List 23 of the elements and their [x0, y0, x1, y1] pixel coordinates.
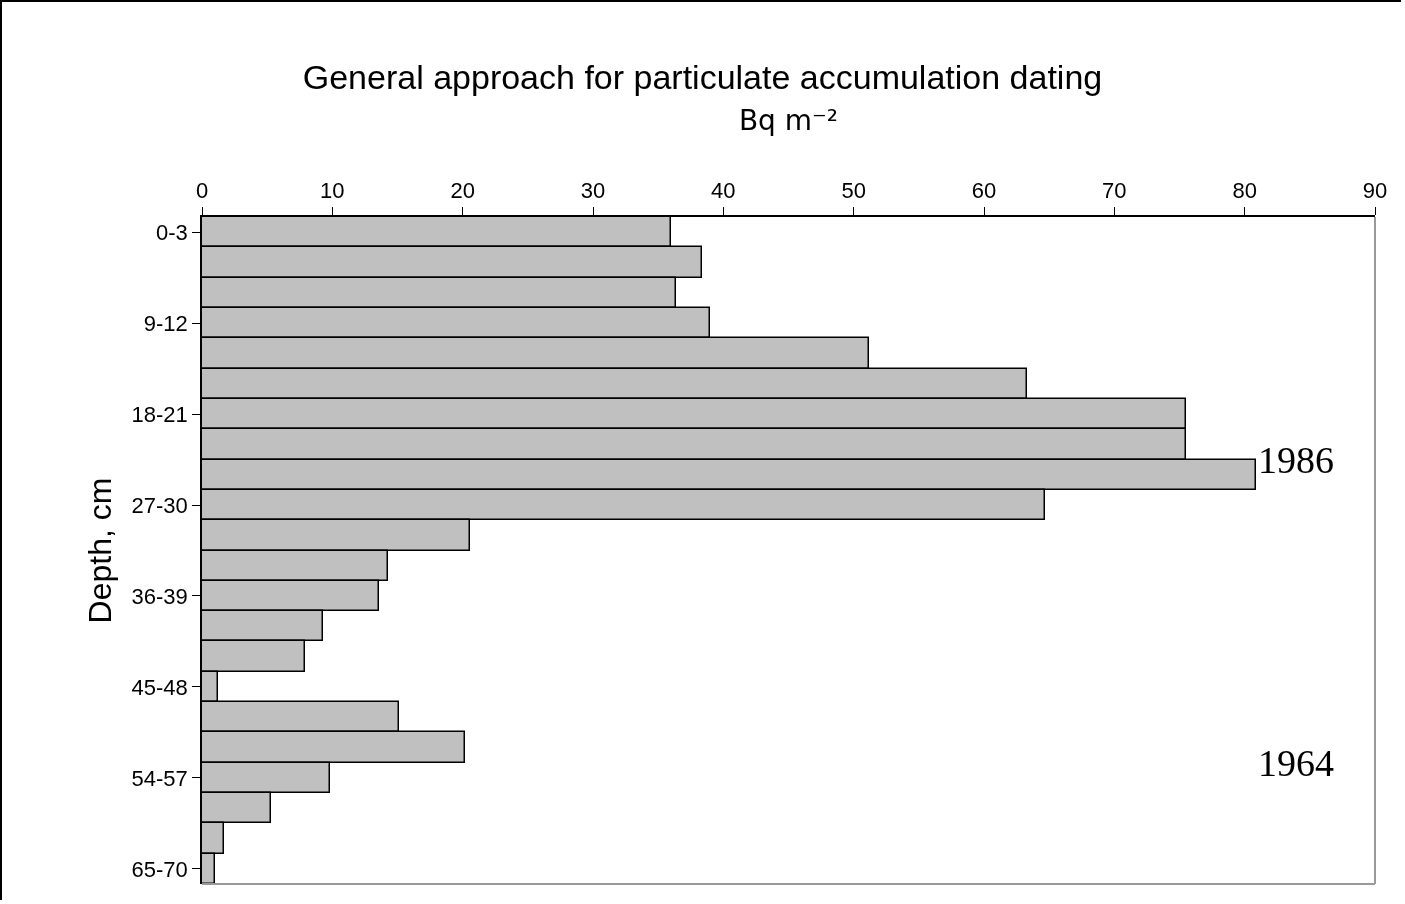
y-tick-label: 54-57 [131, 765, 188, 791]
chart-title: General approach for particulate accumulation dating [302, 57, 1103, 96]
y-tick-label: 9-12 [143, 310, 188, 336]
x-tick-label: 20 [450, 178, 475, 204]
x-tick-label: 60 [971, 178, 997, 204]
x-tick-label: 70 [1102, 178, 1127, 204]
annotation: 1964 [1258, 742, 1334, 784]
y-tick-label: 0-3 [156, 219, 188, 245]
y-tick-label: 18-21 [131, 401, 188, 427]
annotation: 1986 [1258, 439, 1334, 481]
y-tick-label: 36-39 [131, 583, 188, 609]
y-tick-label: 27-30 [131, 492, 188, 518]
x-tick-label: 80 [1232, 178, 1257, 204]
x-tick-label: 10 [320, 178, 345, 204]
x-tick-label: 50 [841, 178, 866, 204]
x-axis-title: Bq m⁻² [738, 103, 839, 137]
x-tick-label: 30 [580, 178, 606, 204]
x-tick-label: 0 [195, 178, 209, 204]
y-tick-label: 45-48 [131, 674, 188, 700]
y-axis-title: Depth, cm [82, 477, 119, 624]
y-tick-label: 65-70 [131, 856, 188, 882]
x-tick-label: 90 [1362, 178, 1388, 204]
x-tick-label: 40 [711, 178, 736, 204]
